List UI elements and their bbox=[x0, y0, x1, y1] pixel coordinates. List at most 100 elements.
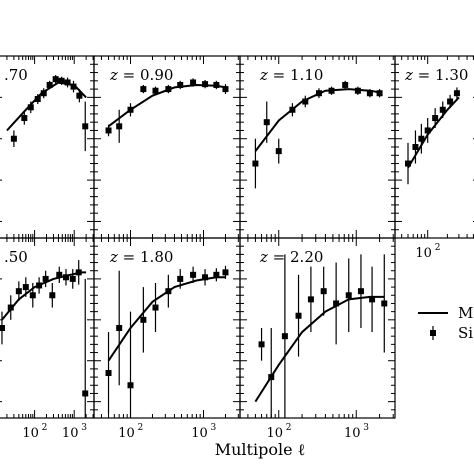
data-point bbox=[70, 83, 77, 90]
data-point bbox=[58, 77, 65, 84]
data-point bbox=[82, 390, 89, 397]
x-tick-label: 10 bbox=[62, 426, 79, 441]
data-point bbox=[447, 98, 454, 105]
panel-1: .70 bbox=[0, 55, 95, 239]
data-point bbox=[307, 296, 314, 303]
model-curve bbox=[6, 81, 87, 132]
data-point bbox=[357, 288, 364, 295]
data-point bbox=[302, 98, 309, 105]
data-point bbox=[49, 292, 56, 299]
legend-sim-label: Si bbox=[458, 324, 473, 342]
data-point bbox=[69, 275, 76, 282]
panel-3: z = 1.10 bbox=[239, 55, 396, 239]
data-point bbox=[64, 79, 71, 86]
data-point bbox=[315, 90, 322, 97]
data-point bbox=[56, 271, 63, 278]
data-point bbox=[116, 325, 123, 331]
data-point bbox=[213, 81, 220, 88]
data-point bbox=[263, 119, 270, 126]
data-point bbox=[289, 106, 296, 113]
legend-sim-marker bbox=[430, 330, 436, 336]
data-point bbox=[275, 148, 282, 155]
x-tick-label: 10 bbox=[191, 426, 208, 441]
data-point bbox=[333, 300, 340, 307]
data-point bbox=[381, 300, 388, 307]
data-point bbox=[152, 304, 159, 311]
data-point bbox=[295, 312, 302, 319]
data-point bbox=[29, 292, 36, 299]
data-point bbox=[10, 135, 17, 142]
data-point bbox=[268, 374, 275, 381]
data-point bbox=[75, 269, 82, 276]
data-point bbox=[177, 275, 184, 282]
panel-label: .70 bbox=[4, 66, 28, 84]
x-tick-label: 10 bbox=[118, 426, 135, 441]
data-point bbox=[222, 86, 229, 93]
panel-5: 10 2 10 3.50 bbox=[0, 237, 95, 441]
panel-label: z = 1.10 bbox=[259, 66, 323, 84]
data-point bbox=[7, 304, 14, 311]
data-point bbox=[52, 76, 59, 83]
x-tick-label: 10 bbox=[22, 426, 39, 441]
data-point bbox=[140, 316, 147, 323]
x-tick-exponent: 3 bbox=[81, 423, 87, 433]
data-point bbox=[354, 87, 361, 94]
panel-label: z = 1.80 bbox=[109, 248, 173, 266]
model-curve bbox=[254, 295, 385, 403]
panel-7: 10 2 10 3z = 2.20 bbox=[239, 237, 396, 441]
data-point bbox=[27, 104, 34, 111]
data-point bbox=[405, 160, 412, 167]
data-point bbox=[412, 144, 419, 150]
legend: M Si bbox=[418, 304, 473, 342]
data-point bbox=[376, 90, 383, 97]
panel-2: z = 0.90 bbox=[93, 55, 241, 239]
data-point bbox=[202, 274, 209, 281]
data-point bbox=[202, 81, 209, 88]
data-point bbox=[165, 288, 172, 295]
data-point bbox=[0, 325, 5, 331]
data-point bbox=[62, 274, 69, 281]
panel-6: 10 2 10 3z = 1.80 bbox=[93, 237, 241, 441]
data-point bbox=[320, 288, 327, 295]
data-point bbox=[432, 115, 439, 122]
data-point bbox=[82, 123, 89, 130]
data-point bbox=[76, 92, 83, 99]
data-point bbox=[34, 96, 41, 103]
x-tick-exponent: 2 bbox=[42, 423, 48, 433]
data-point bbox=[252, 160, 259, 167]
data-point bbox=[345, 292, 352, 299]
x-tick-label: 10 bbox=[266, 426, 283, 441]
x-tick-label: 10 bbox=[415, 246, 432, 261]
data-point bbox=[152, 87, 159, 94]
data-point bbox=[190, 79, 197, 86]
data-point bbox=[418, 135, 425, 142]
data-point bbox=[140, 86, 147, 93]
panel-label: z = 2.20 bbox=[259, 248, 323, 266]
x-tick-exponent: 2 bbox=[138, 423, 144, 433]
x-tick-exponent: 3 bbox=[211, 423, 217, 433]
x-tick-exponent: 3 bbox=[363, 423, 369, 433]
data-point bbox=[42, 275, 49, 282]
data-point bbox=[258, 341, 265, 348]
data-point bbox=[105, 370, 112, 376]
data-point bbox=[281, 333, 288, 340]
panel-label: z = 0.90 bbox=[109, 66, 173, 84]
data-point bbox=[105, 127, 112, 134]
panel-4: 10 2 z = 1.30 bbox=[394, 55, 474, 261]
x-axis-label: Multipole ℓ bbox=[215, 440, 306, 459]
panel-label: z = 1.30 bbox=[404, 66, 468, 84]
data-point bbox=[116, 123, 123, 130]
data-point bbox=[424, 127, 431, 134]
x-tick-exponent: 2 bbox=[286, 423, 292, 433]
panel-label: .50 bbox=[4, 248, 28, 266]
x-tick-label: 10 bbox=[344, 426, 361, 441]
data-point bbox=[328, 87, 335, 94]
data-point bbox=[453, 90, 460, 97]
model-curve bbox=[407, 96, 460, 169]
x-tick-exponent: 2 bbox=[435, 243, 441, 253]
data-point bbox=[366, 90, 373, 97]
data-point bbox=[439, 106, 446, 113]
data-point bbox=[165, 86, 172, 93]
data-point bbox=[22, 284, 29, 291]
